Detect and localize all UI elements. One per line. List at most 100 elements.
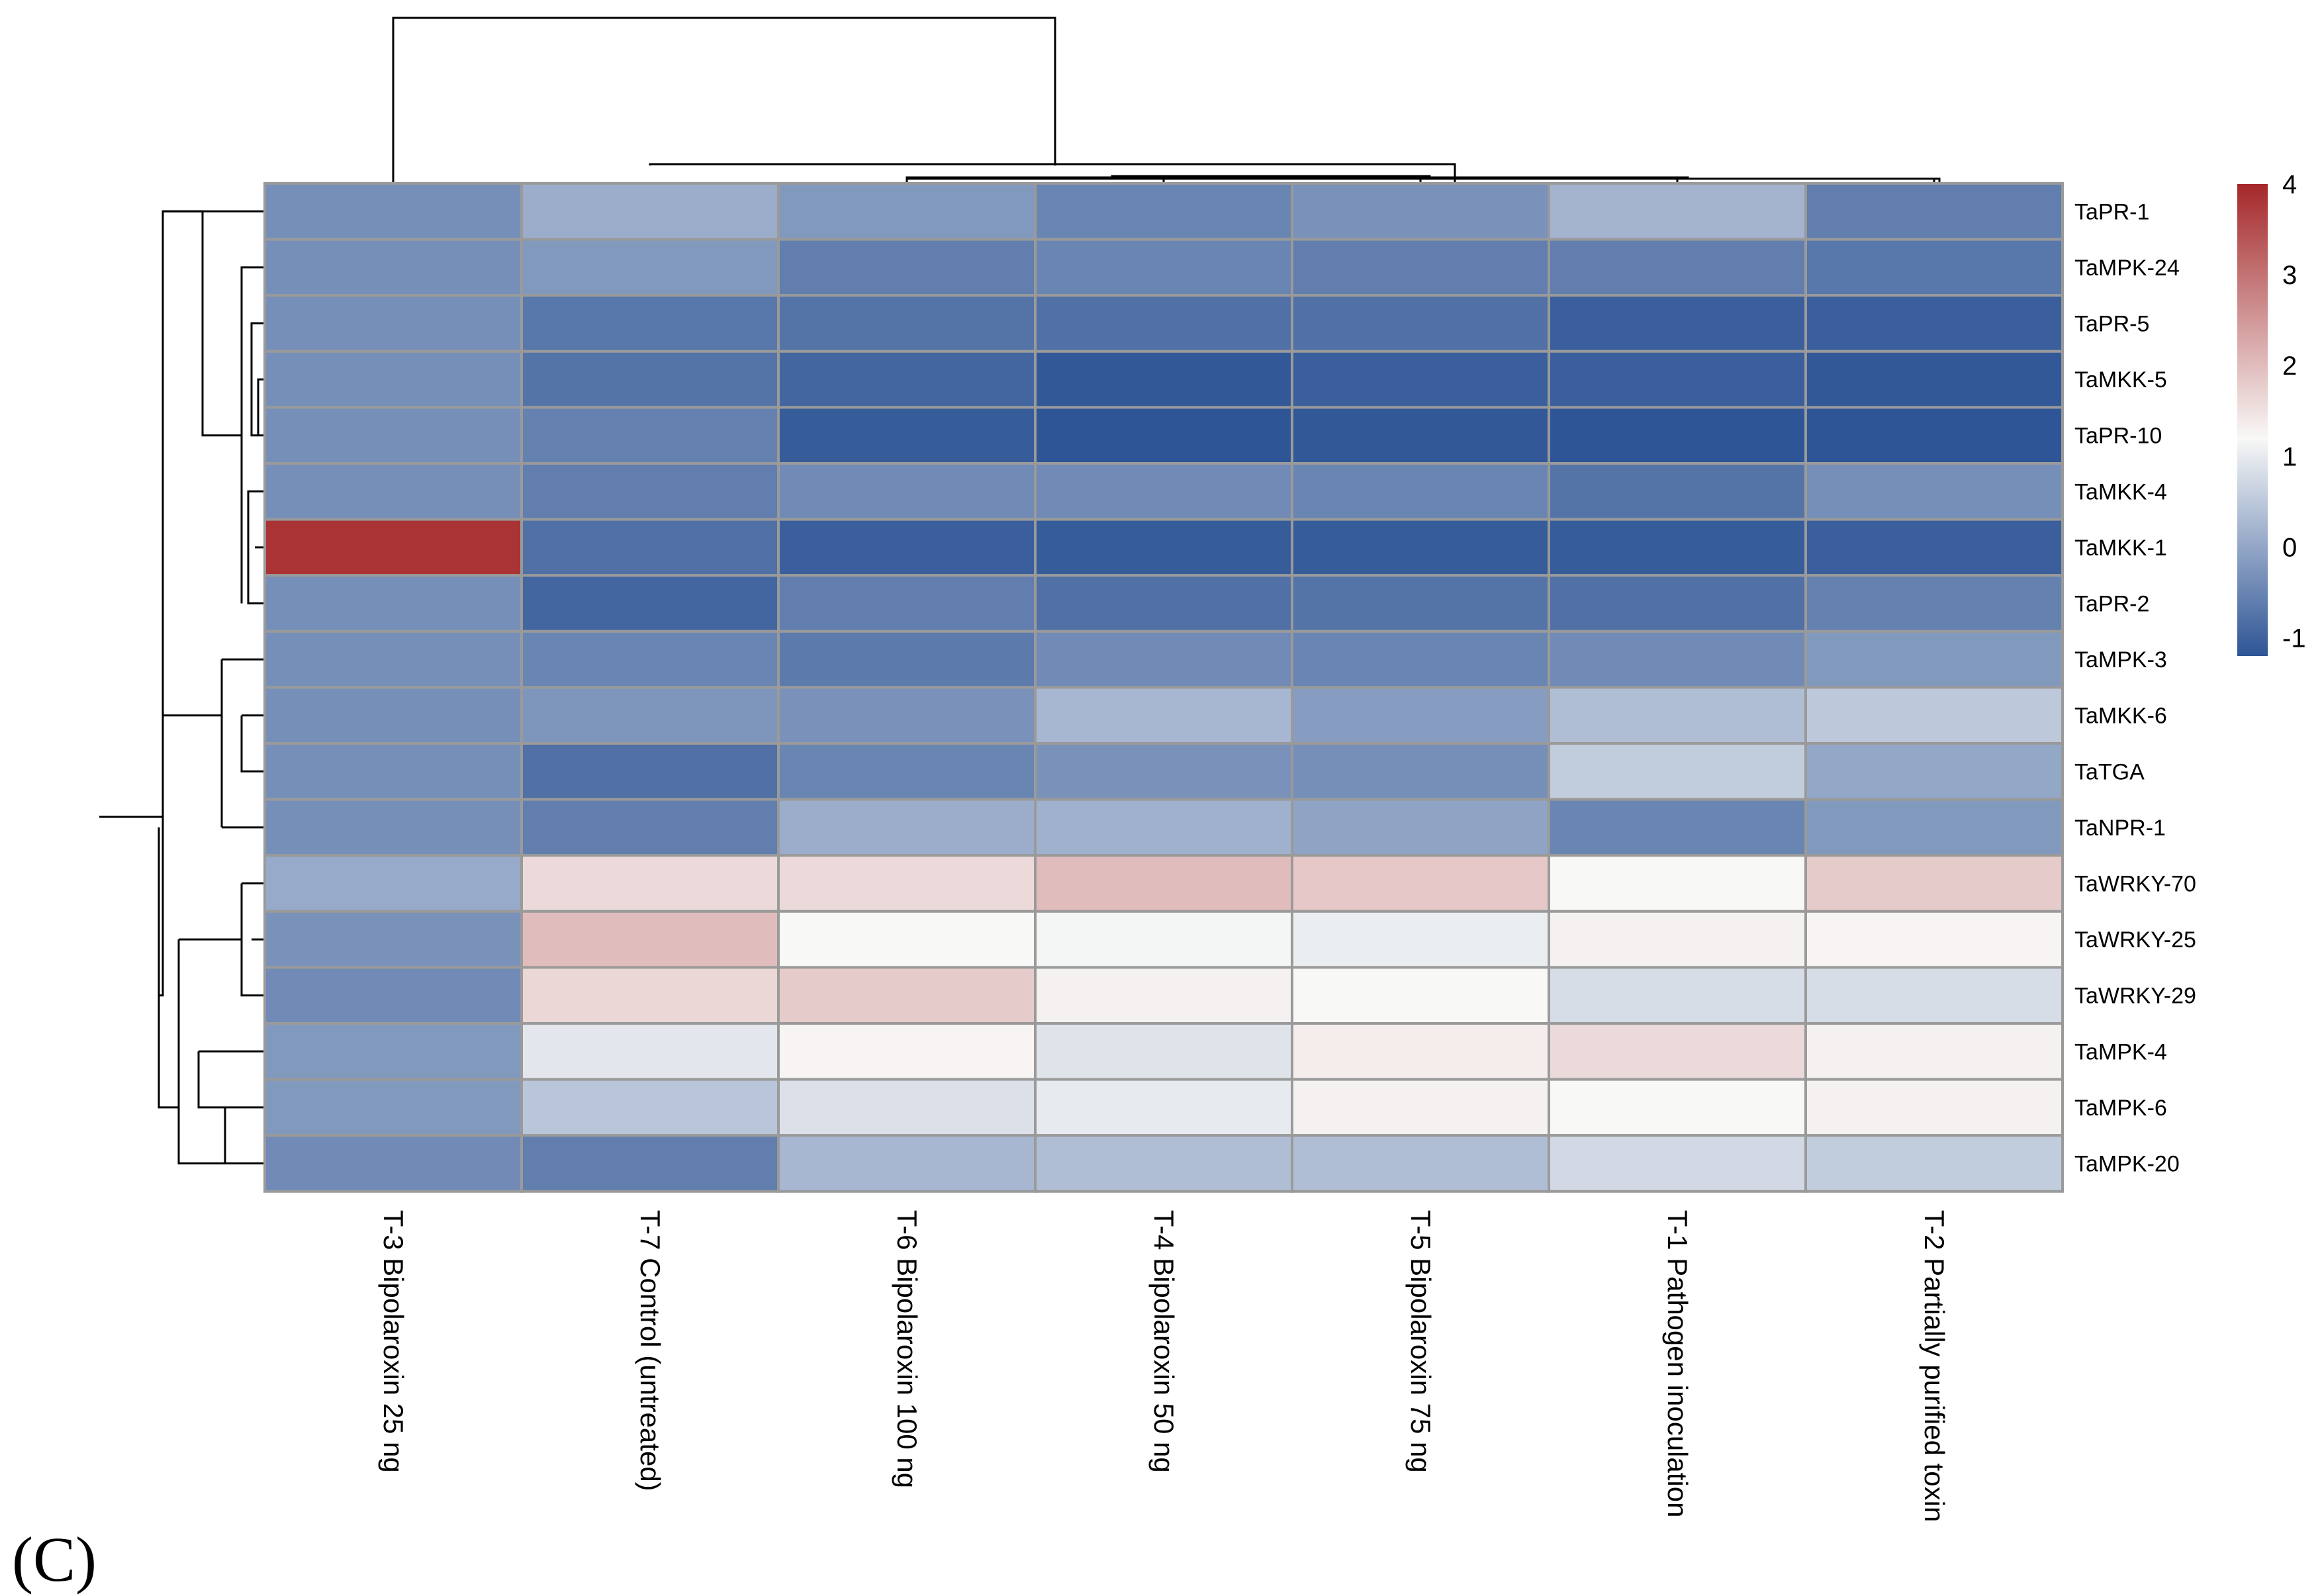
row-dendrogram-branch xyxy=(99,210,265,818)
heatmap-cell xyxy=(1034,1078,1293,1137)
heatmap-cell xyxy=(520,462,780,521)
heatmap-cell xyxy=(777,462,1037,521)
column-dendrogram-branch xyxy=(1676,177,1935,183)
colorbar-tick-label: 3 xyxy=(2282,261,2297,290)
heatmap-cell xyxy=(1034,574,1293,633)
heatmap-cell xyxy=(520,1134,780,1193)
heatmap-cell xyxy=(777,574,1037,633)
heatmap-cell xyxy=(263,686,523,745)
heatmap-cell xyxy=(1291,518,1550,577)
heatmap-cell xyxy=(1548,518,1807,577)
heatmap-cell xyxy=(1548,406,1807,465)
heatmap-cell xyxy=(1804,462,2064,521)
heatmap-cell xyxy=(777,1134,1037,1193)
heatmap-cell xyxy=(777,350,1037,409)
heatmap-cell xyxy=(1804,1134,2064,1193)
heatmap-cell xyxy=(1291,238,1550,297)
heatmap-cell xyxy=(1548,910,1807,969)
row-label: TaMPK-3 xyxy=(2074,647,2167,673)
heatmap-cell xyxy=(777,742,1037,801)
heatmap-cell xyxy=(1804,350,2064,409)
heatmap-cell xyxy=(1548,1134,1807,1193)
heatmap-cell xyxy=(1804,686,2064,745)
colorbar-tick-label: 4 xyxy=(2282,170,2297,199)
heatmap-cell xyxy=(777,686,1037,745)
heatmap-cell xyxy=(1034,182,1293,241)
heatmap-cell xyxy=(263,574,523,633)
heatmap-cell xyxy=(263,1022,523,1081)
heatmap-cell xyxy=(777,966,1037,1025)
heatmap-cell xyxy=(1548,238,1807,297)
row-label: TaWRKY-29 xyxy=(2074,984,2196,1009)
heatmap-cell xyxy=(1291,910,1550,969)
heatmap-cell xyxy=(1804,1078,2064,1137)
column-dendrogram xyxy=(392,17,1941,183)
heatmap-cell xyxy=(1291,686,1550,745)
heatmap-cell xyxy=(1804,1022,2064,1081)
column-label: T-3 Bipolaroxin 25 ng xyxy=(378,1210,409,1473)
heatmap-cell xyxy=(1548,1078,1807,1137)
row-label: TaMKK-6 xyxy=(2074,704,2167,729)
heatmap-cell xyxy=(777,854,1037,913)
heatmap-cell xyxy=(263,1078,523,1137)
heatmap-cell xyxy=(520,630,780,689)
heatmap-cell xyxy=(777,798,1037,857)
row-label: TaMPK-24 xyxy=(2074,256,2180,281)
heatmap-cell xyxy=(263,462,523,521)
heatmap-cell xyxy=(1034,854,1293,913)
row-dendrogram-branch xyxy=(158,827,265,1164)
heatmap-cell xyxy=(1034,966,1293,1025)
column-dendrogram-branch xyxy=(906,177,1941,183)
heatmap-cell xyxy=(1548,686,1807,745)
heatmap-cell xyxy=(1291,1078,1550,1137)
heatmap-cell xyxy=(520,406,780,465)
heatmap-cell xyxy=(1034,350,1293,409)
heatmap-cell xyxy=(1804,742,2064,801)
heatmap-cell xyxy=(1804,910,2064,969)
heatmap-cell xyxy=(263,798,523,857)
heatmap-cell xyxy=(1804,238,2064,297)
heatmap-cell xyxy=(520,350,780,409)
heatmap-cell xyxy=(1291,1134,1550,1193)
heatmap-cell xyxy=(263,406,523,465)
row-label: TaMPK-20 xyxy=(2074,1152,2180,1177)
heatmap-cell xyxy=(263,350,523,409)
row-label: TaNPR-1 xyxy=(2074,816,2166,841)
heatmap-cell xyxy=(1034,798,1293,857)
heatmap-cell xyxy=(777,294,1037,353)
heatmap-cell xyxy=(1548,350,1807,409)
heatmap-cell xyxy=(777,630,1037,689)
heatmap-cell xyxy=(1291,350,1550,409)
column-label: T-6 Bipolaroxin 100 ng xyxy=(892,1210,923,1488)
column-label: T-5 Bipolaroxin 75 ng xyxy=(1405,1210,1436,1473)
heatmap-cell xyxy=(1548,294,1807,353)
heatmap-cell xyxy=(1291,966,1550,1025)
heatmap-cell xyxy=(1291,742,1550,801)
heatmap-cell xyxy=(263,1134,523,1193)
heatmap-cell xyxy=(1034,1134,1293,1193)
row-label: TaPR-10 xyxy=(2074,424,2162,449)
heatmap-cell xyxy=(1034,910,1293,969)
heatmap-cell xyxy=(520,182,780,241)
heatmap-cell xyxy=(520,574,780,633)
heatmap-cell xyxy=(1291,1022,1550,1081)
heatmap-cell xyxy=(777,910,1037,969)
heatmap-cell xyxy=(520,1022,780,1081)
colorbar-tick-label: 0 xyxy=(2282,533,2297,562)
heatmap-cell xyxy=(1804,574,2064,633)
colorbar-tick-label: 1 xyxy=(2282,442,2297,471)
column-labels: T-3 Bipolaroxin 25 ng T-7 Control (untrea… xyxy=(378,1210,1950,1523)
heatmap-cell xyxy=(520,518,780,577)
row-label: TaMKK-4 xyxy=(2074,479,2167,504)
heatmap-cell xyxy=(1291,798,1550,857)
heatmap-cell xyxy=(1548,1022,1807,1081)
heatmap-cell xyxy=(1291,854,1550,913)
heatmap-cell xyxy=(1804,406,2064,465)
row-label: TaPR-1 xyxy=(2074,199,2149,224)
heatmap-cell xyxy=(520,854,780,913)
heatmap-cell xyxy=(777,182,1037,241)
column-label: T-4 Bipolaroxin 50 ng xyxy=(1148,1210,1180,1473)
row-labels: TaPR-1 TaMPK-24 TaPR-5 TaMKK-5 TaPR-10 TaMKK-… xyxy=(2074,199,2196,1176)
row-label: TaWRKY-70 xyxy=(2074,872,2196,897)
